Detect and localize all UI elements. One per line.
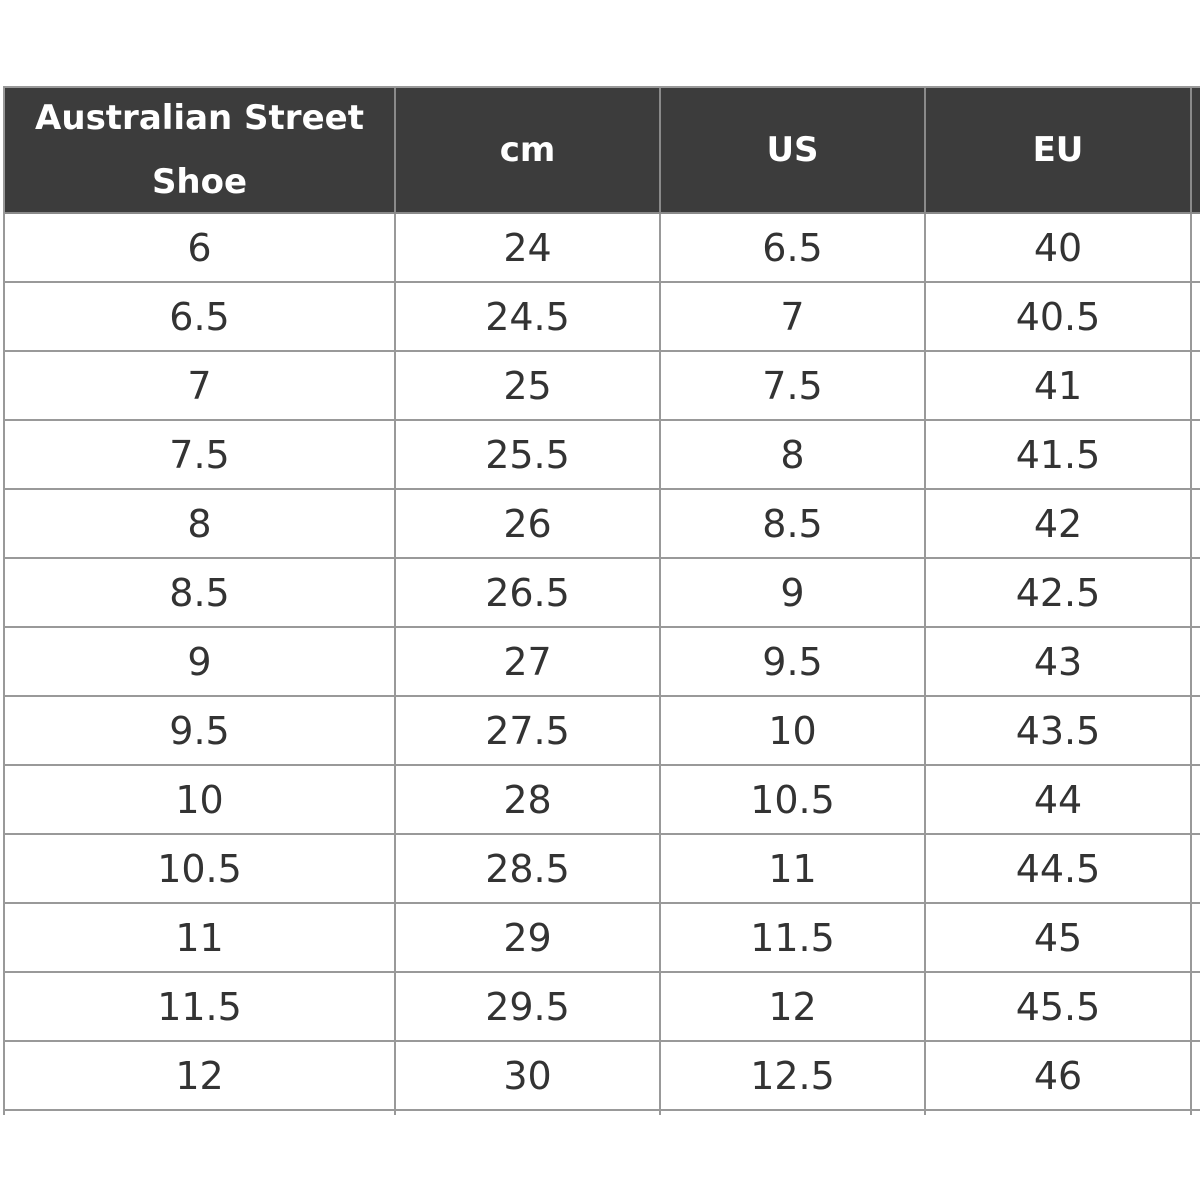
table-cell — [1192, 835, 1200, 904]
table-cell — [1192, 628, 1200, 697]
table-cell — [1192, 1042, 1200, 1111]
table-cell: 9 — [661, 559, 926, 628]
table-cell — [5, 1111, 396, 1115]
table-cell: 7.5 — [5, 421, 396, 490]
table-cell: 40 — [926, 214, 1192, 283]
table-cell: 10 — [661, 697, 926, 766]
table-cell: 12 — [661, 973, 926, 1042]
table-cell: 45 — [926, 904, 1192, 973]
table-cell — [1192, 1111, 1200, 1115]
table-cell: 26 — [396, 490, 661, 559]
table-cell: 10.5 — [5, 835, 396, 904]
table-cell: 11.5 — [661, 904, 926, 973]
table-cell: 8 — [661, 421, 926, 490]
table-cell: 9 — [5, 628, 396, 697]
table-cell: 43.5 — [926, 697, 1192, 766]
table-cell: 7 — [661, 283, 926, 352]
table-cell — [1192, 421, 1200, 490]
table-cell — [1192, 352, 1200, 421]
header-cell — [1192, 88, 1200, 214]
header-cell: US — [661, 88, 926, 214]
table-cell: 6.5 — [661, 214, 926, 283]
table-cell — [1192, 559, 1200, 628]
table-cell: 10.5 — [661, 766, 926, 835]
header-cell: Australian Street Shoe — [5, 88, 396, 214]
table-cell: 24.5 — [396, 283, 661, 352]
table-cell: 40.5 — [926, 283, 1192, 352]
table-cell — [926, 1111, 1192, 1115]
table-cell: 28.5 — [396, 835, 661, 904]
table-cell: 8.5 — [5, 559, 396, 628]
table-cell: 12.5 — [661, 1042, 926, 1111]
header-cell: cm — [396, 88, 661, 214]
table-cell: 27 — [396, 628, 661, 697]
table-cell: 11 — [661, 835, 926, 904]
table-cell: 30 — [396, 1042, 661, 1111]
table-cell: 25.5 — [396, 421, 661, 490]
table-cell: 28 — [396, 766, 661, 835]
table-cell: 45.5 — [926, 973, 1192, 1042]
size-table: Australian Street Shoe cm US EU 6 24 6.5 40 6.5 2… — [3, 86, 1200, 1115]
table-cell — [396, 1111, 661, 1115]
table-cell: 10 — [5, 766, 396, 835]
table-cell: 9.5 — [661, 628, 926, 697]
table-cell — [1192, 766, 1200, 835]
table-cell: 7.5 — [661, 352, 926, 421]
table-cell: 42 — [926, 490, 1192, 559]
table-cell: 24 — [396, 214, 661, 283]
table-cell: 26.5 — [396, 559, 661, 628]
table-cell: 6 — [5, 214, 396, 283]
table-cell: 29 — [396, 904, 661, 973]
table-cell: 43 — [926, 628, 1192, 697]
table-cell — [661, 1111, 926, 1115]
table-cell: 7 — [5, 352, 396, 421]
table-cell — [1192, 973, 1200, 1042]
table-cell: 6.5 — [5, 283, 396, 352]
table-cell: 25 — [396, 352, 661, 421]
table-cell: 46 — [926, 1042, 1192, 1111]
table-cell: 9.5 — [5, 697, 396, 766]
table-cell — [1192, 490, 1200, 559]
table-cell — [1192, 214, 1200, 283]
table-cell: 8.5 — [661, 490, 926, 559]
table-cell: 11.5 — [5, 973, 396, 1042]
header-cell: EU — [926, 88, 1192, 214]
table-cell — [1192, 697, 1200, 766]
table-cell: 42.5 — [926, 559, 1192, 628]
table-cell — [1192, 904, 1200, 973]
table-cell: 41.5 — [926, 421, 1192, 490]
table-cell: 41 — [926, 352, 1192, 421]
table-cell: 11 — [5, 904, 396, 973]
table-cell: 8 — [5, 490, 396, 559]
table-cell: 29.5 — [396, 973, 661, 1042]
table-cell: 12 — [5, 1042, 396, 1111]
table-cell: 44.5 — [926, 835, 1192, 904]
table-cell: 27.5 — [396, 697, 661, 766]
table-cell — [1192, 283, 1200, 352]
table-cell: 44 — [926, 766, 1192, 835]
